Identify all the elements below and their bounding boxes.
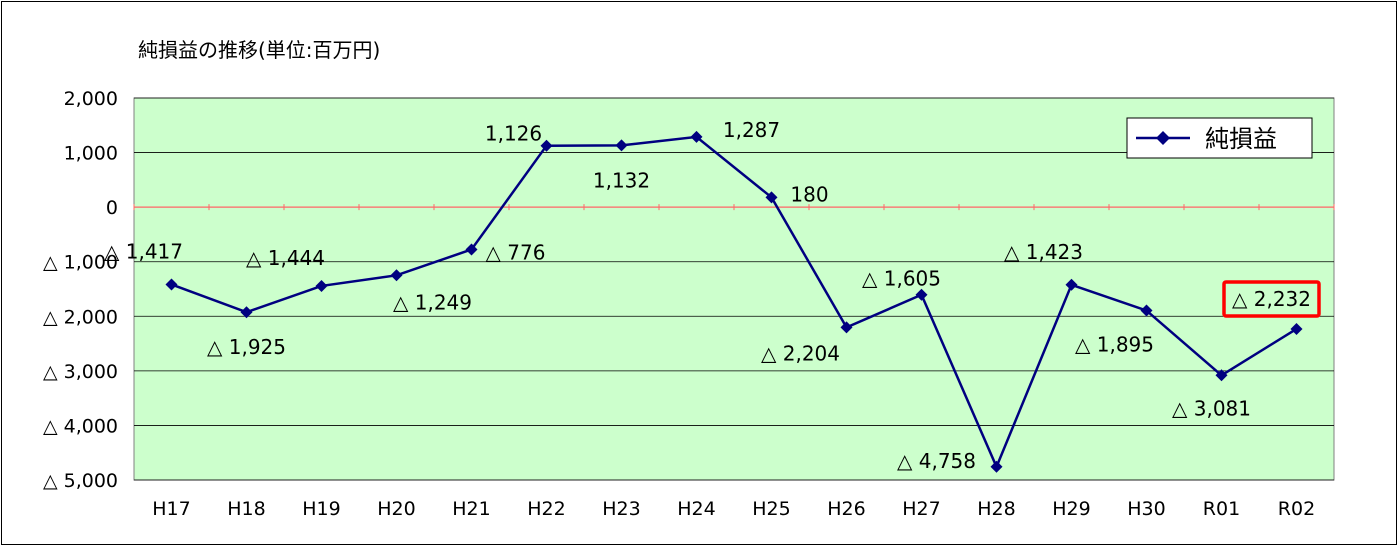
data-label: △ 1,895: [1075, 333, 1154, 357]
data-label: △ 1,417: [104, 239, 183, 263]
data-point: [615, 139, 628, 152]
y-tick-label: △ 5,000: [43, 470, 118, 492]
x-tick-label: H25: [752, 498, 790, 520]
x-axis: H17 H18 H19 H20 H21 H22 H23 H24 H25 H26 H27 H28 H29 H…: [152, 498, 1315, 520]
y-tick-label: 1,000: [64, 143, 118, 165]
data-labels: △ 1,417 △ 1,925 △ 1,444 △ 1,249 △ 776 1,126 1,…: [104, 118, 1311, 473]
data-point: [165, 278, 178, 291]
chart-title: 純損益の推移(単位:百万円): [138, 38, 380, 62]
legend: 純損益: [1126, 117, 1313, 159]
data-point: [1065, 278, 1078, 291]
x-tick-label: H21: [452, 498, 490, 520]
data-label: △ 2,204: [761, 341, 840, 365]
y-tick-label: 2,000: [64, 88, 118, 110]
x-tick-label: H28: [977, 498, 1015, 520]
data-label: 1,287: [723, 118, 780, 142]
data-point: [690, 130, 703, 143]
x-tick-label: H27: [902, 498, 940, 520]
data-label: △ 776: [486, 240, 546, 264]
x-tick-label: H23: [602, 498, 640, 520]
data-point: [315, 279, 328, 292]
series-net-profit-loss: [165, 130, 1303, 473]
x-tick-label: R01: [1203, 498, 1240, 520]
x-tick-label: H22: [527, 498, 565, 520]
data-point: [240, 306, 253, 319]
data-point: [990, 460, 1003, 473]
data-point: [840, 321, 853, 334]
legend-marker: [1156, 131, 1170, 145]
highlight-box: [1222, 280, 1321, 318]
data-label: △ 1,249: [393, 290, 472, 314]
data-point: [465, 243, 478, 256]
data-label: 180: [790, 182, 828, 206]
x-tick-label: H26: [827, 498, 865, 520]
x-tick-label: R02: [1278, 498, 1315, 520]
data-label: △ 4,758: [897, 449, 976, 473]
series-line: [171, 135, 1298, 470]
x-tick-label: H17: [152, 498, 190, 520]
data-point: [1290, 322, 1303, 335]
data-label: 1,132: [593, 168, 650, 192]
x-tick-label: H29: [1052, 498, 1090, 520]
data-point: [540, 139, 553, 152]
data-point: [1140, 304, 1153, 317]
y-tick-label: △ 2,000: [43, 306, 118, 328]
data-point: [915, 288, 928, 301]
x-tick-label: H20: [377, 498, 415, 520]
x-tick-label: H19: [302, 498, 340, 520]
data-label: △ 1,925: [207, 335, 286, 359]
data-label: △ 2,232: [1232, 287, 1311, 311]
x-tick-label: H24: [677, 498, 715, 520]
y-tick-label: △ 1,000: [43, 252, 118, 274]
data-label: △ 1,444: [246, 246, 325, 270]
y-tick-label: △ 4,000: [43, 415, 118, 437]
y-tick-label: 0: [106, 197, 118, 219]
legend-label: 純損益: [1205, 125, 1277, 153]
x-tick-label: H18: [227, 498, 265, 520]
x-tick-label: H30: [1127, 498, 1165, 520]
plot-area: [133, 97, 1335, 481]
gridlines: [133, 97, 1335, 481]
data-point: [765, 191, 778, 204]
highlight-rect: [1222, 280, 1321, 318]
data-point: [1215, 369, 1228, 382]
y-axis: 2,000 1,000 0 △ 1,000 △ 2,000 △ 3,000 △ 4,000 △…: [43, 88, 118, 492]
data-label: △ 1,423: [1004, 240, 1083, 264]
data-label: 1,126: [485, 122, 542, 146]
data-label: △ 1,605: [862, 267, 941, 291]
y-tick-label: △ 3,000: [43, 361, 118, 383]
data-point: [390, 269, 403, 282]
data-label: △ 3,081: [1172, 396, 1251, 420]
